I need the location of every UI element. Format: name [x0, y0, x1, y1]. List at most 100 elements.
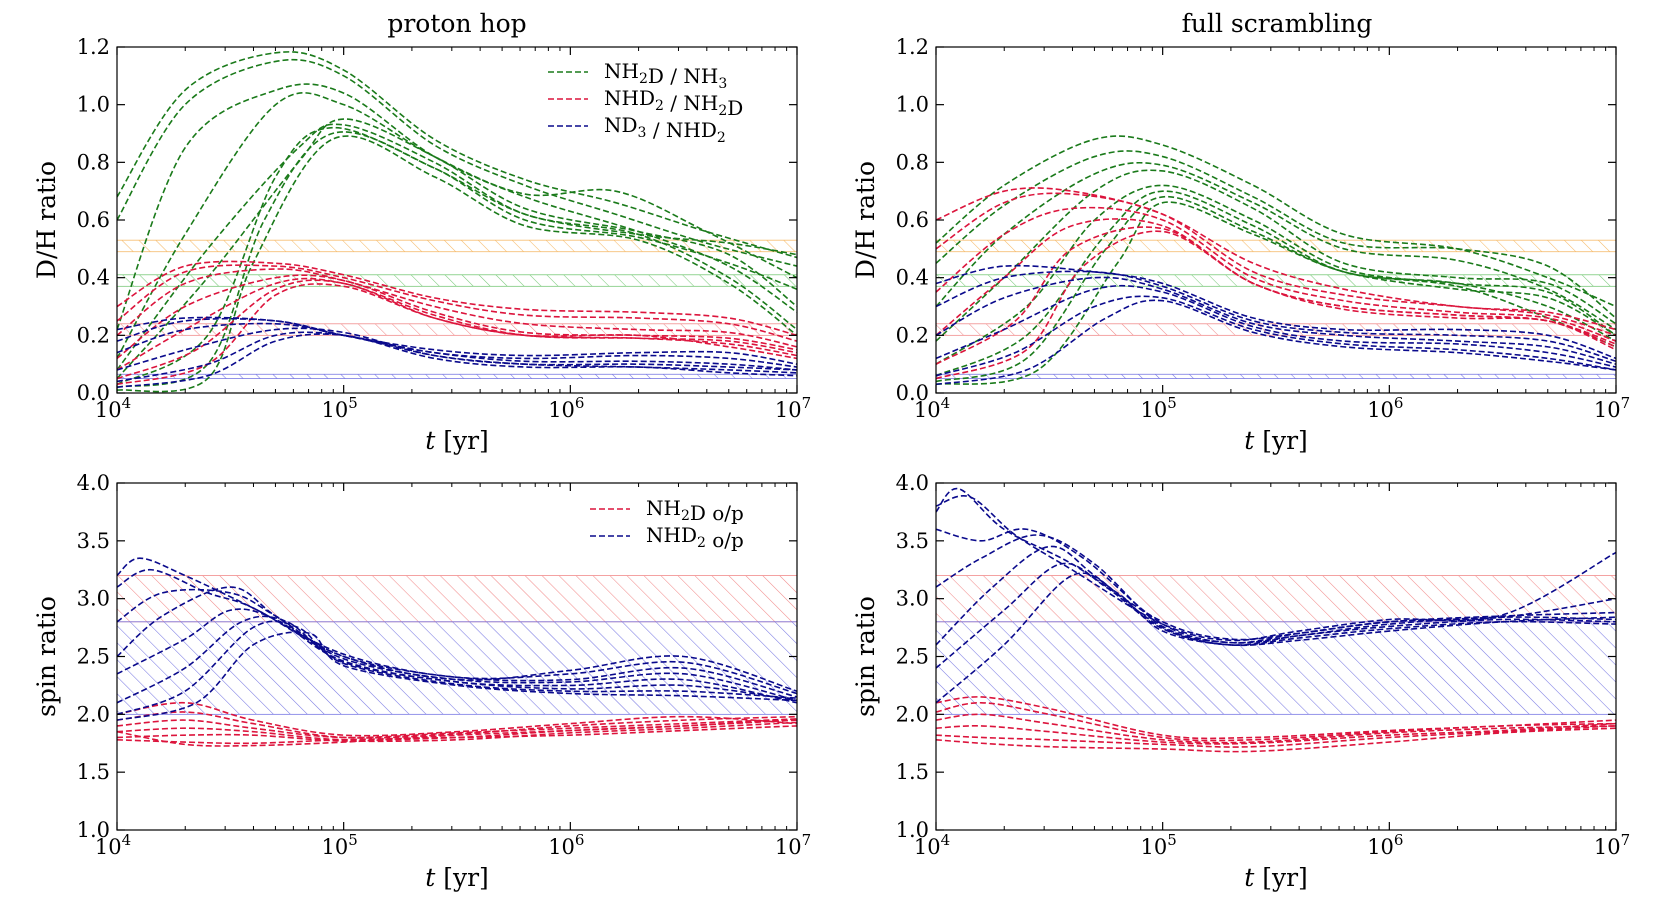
series-curve	[936, 226, 1616, 365]
series-curve	[936, 187, 1616, 331]
y-tick-label: 1.2	[77, 35, 110, 59]
series-curve	[117, 135, 797, 393]
series-curve	[117, 279, 797, 380]
series-curve	[936, 230, 1616, 380]
y-tick-label: 0.8	[896, 150, 929, 174]
series-curve	[117, 333, 797, 389]
hatched-band	[935, 621, 1617, 715]
y-tick-label: 3.5	[77, 529, 110, 553]
x-axis-label: t [yr]	[425, 863, 489, 892]
series-curve	[117, 264, 797, 342]
series-curve	[117, 118, 797, 380]
x-tick-label: 105	[1141, 831, 1177, 859]
series-curve	[936, 713, 1616, 744]
series-curve	[117, 721, 797, 743]
y-tick-label: 3.5	[896, 529, 929, 553]
y-tick-label: 2.0	[896, 702, 929, 726]
series-curve	[936, 192, 1616, 337]
series-curve	[117, 58, 797, 267]
series-curve	[936, 206, 1616, 342]
series-curve	[936, 218, 1616, 345]
series-curve	[936, 264, 1616, 360]
series-curve	[117, 620, 797, 716]
legend-entry: NH2D / NH3	[604, 59, 727, 92]
series-curve	[936, 572, 1616, 704]
series-curve	[117, 317, 797, 368]
series-curve	[936, 534, 1616, 644]
series-curve	[936, 190, 1616, 377]
series-curve	[117, 131, 797, 389]
y-tick-label: 0.8	[77, 150, 110, 174]
series-curve	[936, 135, 1616, 308]
x-axis-label: t [yr]	[425, 426, 489, 455]
x-tick-label: 106	[1367, 394, 1403, 422]
series-curve	[117, 331, 797, 383]
x-tick-label: 106	[548, 394, 584, 422]
series-curve	[117, 123, 797, 371]
y-tick-label: 1.5	[77, 760, 110, 784]
y-tick-label: 2.5	[896, 645, 929, 669]
series-curve	[117, 725, 797, 745]
x-axis-label: t [yr]	[1244, 426, 1308, 455]
legend-entry: NHD2 o/p	[646, 523, 744, 552]
series-curve	[936, 722, 1616, 745]
hatched-band	[935, 373, 1617, 379]
x-tick-label: 105	[322, 394, 358, 422]
hatched-band	[116, 621, 798, 715]
y-tick-label: 1.2	[896, 35, 929, 59]
y-tick-label: 3.0	[896, 587, 929, 611]
y-axis-label: spin ratio	[32, 596, 61, 717]
y-tick-label: 1.5	[896, 760, 929, 784]
series-curve	[936, 295, 1616, 377]
y-tick-label: 0.4	[77, 266, 110, 290]
y-axis-label: D/H ratio	[851, 161, 880, 279]
y-tick-label: 1.0	[896, 93, 929, 117]
series-curve	[936, 299, 1616, 386]
series-curve	[936, 284, 1616, 368]
y-tick-label: 0.0	[77, 381, 110, 405]
y-tick-label: 2.0	[77, 702, 110, 726]
series-curve	[936, 196, 1616, 383]
x-tick-label: 106	[548, 831, 584, 859]
x-tick-label: 106	[1367, 831, 1403, 859]
title-proton-hop: proton hop	[387, 9, 526, 38]
y-tick-label: 1.0	[77, 93, 110, 117]
x-tick-label: 105	[1141, 394, 1177, 422]
legend-entry: NHD2 / NH2D	[604, 86, 743, 120]
y-tick-label: 0.4	[896, 266, 929, 290]
hatched-band	[116, 274, 798, 287]
legend-entry: NH2D o/p	[646, 496, 744, 525]
series-curve	[117, 283, 797, 386]
y-tick-label: 0.0	[896, 381, 929, 405]
y-tick-label: 0.2	[896, 323, 929, 347]
hatched-band	[116, 575, 798, 623]
series-curve	[117, 588, 797, 698]
series-curve	[117, 260, 797, 337]
series-curve	[117, 316, 797, 365]
x-tick-label: 107	[775, 394, 811, 422]
hatched-band	[116, 373, 798, 379]
y-axis-label: spin ratio	[851, 596, 880, 717]
series-curve	[117, 615, 797, 704]
x-tick-label: 107	[775, 831, 811, 859]
x-tick-label: 105	[322, 831, 358, 859]
series-curve	[117, 277, 797, 371]
y-tick-label: 3.0	[77, 587, 110, 611]
series-curve	[117, 322, 797, 371]
series-curve	[936, 276, 1616, 365]
series-curve	[936, 161, 1616, 331]
y-tick-label: 4.0	[896, 471, 929, 495]
y-tick-label: 0.2	[77, 323, 110, 347]
series-curve	[117, 83, 797, 330]
series-curve	[117, 268, 797, 348]
series-curve	[117, 51, 797, 259]
x-axis-label: t [yr]	[1244, 863, 1308, 892]
series-curve	[936, 270, 1616, 363]
y-tick-label: 0.6	[77, 208, 110, 232]
